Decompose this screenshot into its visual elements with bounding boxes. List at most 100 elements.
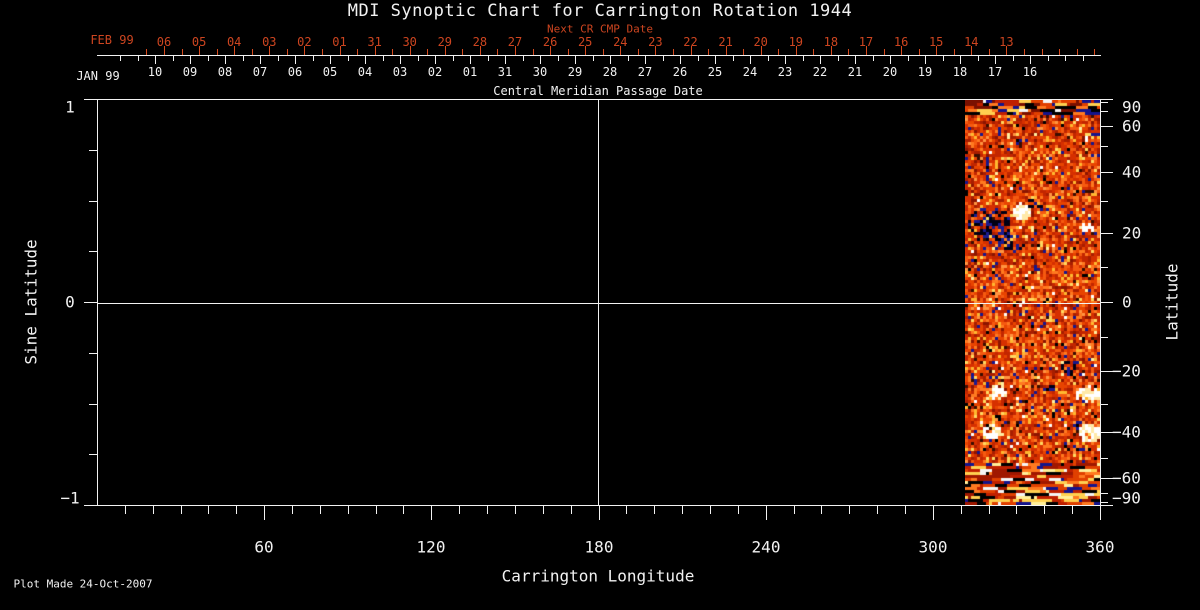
sine-latitude-tick <box>89 353 97 354</box>
next-cr-day-label: 24 <box>613 35 628 49</box>
cmp-axis-tick <box>628 56 629 61</box>
next-cr-axis-tick <box>182 49 183 55</box>
longitude-tick <box>543 506 544 514</box>
cmp-axis-tick <box>330 56 331 64</box>
next-cr-axis-tick <box>726 46 727 55</box>
cmp-axis-tick <box>1083 56 1084 61</box>
next-cr-axis-tick <box>954 49 955 55</box>
cmp-day-label: 20 <box>882 65 898 79</box>
longitude-tick-label: 300 <box>918 537 948 557</box>
cmp-axis-tick <box>278 56 279 61</box>
cmp-day-label: 30 <box>532 65 548 79</box>
next-cr-day-label: 14 <box>964 35 979 49</box>
magnetogram-strip <box>965 100 1100 505</box>
next-cr-day-label: 05 <box>191 35 207 49</box>
longitude-tick <box>821 506 822 514</box>
cmp-axis-tick <box>593 56 594 61</box>
cmp-axis-tick <box>803 56 804 61</box>
cmp-day-label: 10 <box>147 65 163 79</box>
crosshair-horizontal <box>97 303 1101 304</box>
sine-latitude-tick <box>89 454 97 455</box>
next-cr-axis-tick <box>164 46 165 55</box>
next-cr-axis-tick <box>778 49 779 55</box>
cmp-axis-tick <box>260 56 261 64</box>
sine-latitude-tick <box>89 404 97 405</box>
cmp-axis-tick <box>558 56 559 61</box>
next-cr-axis-tick <box>287 49 288 55</box>
next-cr-axis-tick <box>427 49 428 55</box>
next-cr-axis-tick <box>603 49 604 55</box>
latitude-tick <box>1100 478 1113 479</box>
cmp-axis-tick <box>733 56 734 61</box>
cmp-axis-tick <box>610 56 611 64</box>
next-cr-axis-tick <box>813 49 814 55</box>
cmp-day-label: 08 <box>217 65 233 79</box>
next-cr-day-label: 04 <box>226 35 242 49</box>
next-cr-axis-tick <box>550 46 551 55</box>
cmp-day-label: 18 <box>952 65 968 79</box>
next-cr-day-label: 21 <box>718 35 733 49</box>
longitude-tick <box>571 506 572 514</box>
next-cr-day-label: 16 <box>893 35 909 49</box>
latitude-tick-label: 90 <box>1122 97 1142 117</box>
cmp-axis-tick <box>785 56 786 64</box>
next-cr-axis-tick <box>269 46 270 55</box>
latitude-tick <box>1100 233 1113 234</box>
longitude-tick-label: 360 <box>1085 537 1115 557</box>
latitude-tick <box>1100 302 1113 303</box>
latitude-tick <box>1100 458 1108 459</box>
cmp-axis-tick <box>960 56 961 64</box>
cmp-axis-tick <box>1013 56 1014 61</box>
page-title: MDI Synoptic Chart for Carrington Rotati… <box>347 1 853 21</box>
next-cr-axis-tick <box>146 49 147 55</box>
latitude-tick-label: −90 <box>1112 488 1141 508</box>
cmp-axis-tick <box>295 56 296 64</box>
cmp-day-label: 03 <box>392 65 408 79</box>
next-cr-axis-tick <box>410 46 411 55</box>
next-cr-day-label: 31 <box>367 35 382 49</box>
next-cr-axis-tick <box>357 49 358 55</box>
longitude-tick-label: 240 <box>751 537 781 557</box>
next-cr-axis-tick <box>884 49 885 55</box>
cmp-day-label: 07 <box>252 65 268 79</box>
next-cr-axis-tick <box>340 46 341 55</box>
sine-latitude-tick-label: 0 <box>65 292 75 312</box>
cmp-day-label: 01 <box>462 65 478 79</box>
next-cr-day-label: 23 <box>648 35 663 49</box>
next-cr-day-label: 26 <box>542 35 558 49</box>
cmp-axis-tick <box>943 56 944 61</box>
next-cr-axis-tick <box>462 49 463 55</box>
next-cr-axis-tick <box>708 49 709 55</box>
cmp-axis-tick <box>540 56 541 64</box>
sine-latitude-axis-title: Sine Latitude <box>21 239 41 365</box>
cmp-day-label: 17 <box>987 65 1003 79</box>
next-cr-axis-tick <box>761 46 762 55</box>
cmp-axis-tick <box>978 56 979 61</box>
next-cr-axis-tick <box>585 46 586 55</box>
longitude-tick <box>459 506 460 514</box>
next-cr-axis-tick <box>796 46 797 55</box>
longitude-tick <box>1100 506 1101 520</box>
sine-latitude-tick-label: 1 <box>65 97 75 117</box>
cmp-day-label: 19 <box>917 65 933 79</box>
next-cr-axis-tick <box>533 49 534 55</box>
latitude-tick-label: −60 <box>1112 468 1141 488</box>
next-cr-day-label: 29 <box>437 35 453 49</box>
sine-latitude-tick <box>89 251 97 252</box>
cmp-axis-tick <box>505 56 506 64</box>
longitude-tick-label: 120 <box>416 537 446 557</box>
latitude-tick <box>1100 99 1113 100</box>
next-cr-axis-tick <box>989 49 990 55</box>
next-cr-day-label: 02 <box>297 35 312 49</box>
cmp-axis-tick <box>768 56 769 61</box>
sine-latitude-tick <box>89 201 97 202</box>
cmp-day-label: 23 <box>777 65 793 79</box>
next-cr-axis-tick <box>515 46 516 55</box>
longitude-tick <box>403 506 404 514</box>
cmp-axis-tick <box>873 56 874 61</box>
next-cr-day-label: 03 <box>262 35 277 49</box>
cmp-axis-tick <box>523 56 524 61</box>
next-cr-axis-tick <box>919 49 920 55</box>
cmp-axis-tick <box>1048 56 1049 61</box>
cmp-day-label: 31 <box>497 65 513 79</box>
